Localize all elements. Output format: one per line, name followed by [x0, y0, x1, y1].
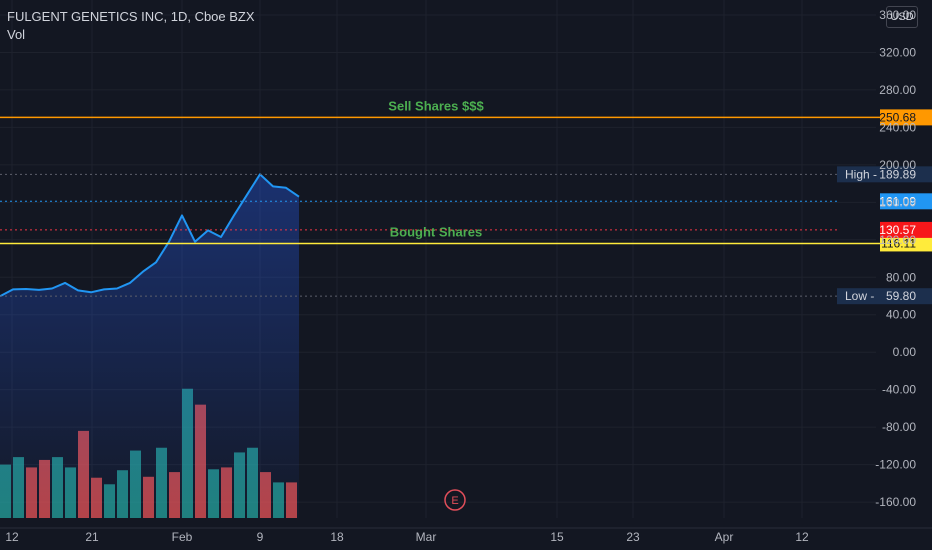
- last-tag-text: 161.09: [879, 194, 916, 208]
- high-prefix-text: High -: [845, 167, 877, 181]
- currency-button[interactable]: USD: [886, 6, 918, 28]
- horizontal-lines: Sell Shares $$$ Bought Shares: [0, 98, 932, 245]
- y-tick-label: 80.00: [886, 270, 916, 284]
- y-tick-label: -120.00: [875, 458, 916, 472]
- y-tick-label: 160.00: [879, 195, 916, 209]
- x-tick-label: 15: [550, 530, 564, 544]
- price-area: [0, 173, 300, 519]
- prev-close-tag-text: 130.57: [879, 223, 916, 237]
- y-tick-label: 0.00: [893, 345, 917, 359]
- x-tick-label: Feb: [172, 530, 193, 544]
- prev-close-tag-bg: [880, 221, 932, 238]
- x-tick-label: 18: [330, 530, 344, 544]
- y-tick-label: -80.00: [882, 420, 916, 434]
- y-tick-label: -40.00: [882, 383, 916, 397]
- bought-tag-text: 116.11: [881, 236, 916, 250]
- earnings-letter: E: [451, 495, 458, 507]
- y-tick-label: 120.00: [879, 233, 916, 247]
- x-tick-label: 9: [257, 530, 264, 544]
- y-tick-label: 360.00: [879, 8, 916, 22]
- low-tag-text: 59.80: [886, 289, 916, 303]
- volume-label: Vol: [7, 27, 26, 42]
- y-tick-label: 280.00: [879, 83, 916, 97]
- sell-label: Sell Shares $$$: [388, 98, 484, 113]
- last-tag-bg: [880, 193, 932, 210]
- y-tick-label: -160.00: [875, 495, 916, 509]
- chart-title: FULGENT GENETICS INC, 1D, Cboe BZX: [7, 9, 255, 24]
- bought-tag-bg: [880, 235, 932, 252]
- price-line: [0, 173, 300, 298]
- x-axis: 12 21 Feb 9 18 Mar 15 23 Apr 12: [0, 527, 932, 544]
- x-tick-label: Apr: [715, 530, 734, 544]
- y-axis: 360.00 320.00 280.00 240.00 200.00 160.00 120.…: [875, 8, 916, 509]
- y-tick-label: 240.00: [879, 120, 916, 134]
- low-tag-bg: [880, 288, 932, 305]
- y-tick-label: 320.00: [879, 45, 916, 59]
- x-tick-label: Mar: [416, 530, 437, 544]
- sell-tag-text: 250.68: [879, 110, 916, 124]
- earnings-marker: E: [444, 489, 466, 511]
- x-tick-label: 23: [626, 530, 640, 544]
- high-tag-bg: [880, 166, 932, 183]
- y-tick-label: 200.00: [879, 158, 916, 172]
- earnings-circle: [444, 489, 466, 511]
- high-prefix-bg: [837, 166, 880, 183]
- bought-label: Bought Shares: [390, 224, 482, 239]
- sell-tag-bg: [880, 109, 932, 126]
- low-prefix-bg: [837, 288, 880, 305]
- high-tag-text: 189.89: [879, 167, 916, 181]
- x-tick-label: 21: [85, 530, 99, 544]
- x-tick-label: 12: [795, 530, 809, 544]
- low-prefix-text: Low -: [845, 289, 874, 303]
- y-tick-label: 40.00: [886, 308, 916, 322]
- x-tick-label: 12: [5, 530, 19, 544]
- price-area-fill: [0, 174, 299, 519]
